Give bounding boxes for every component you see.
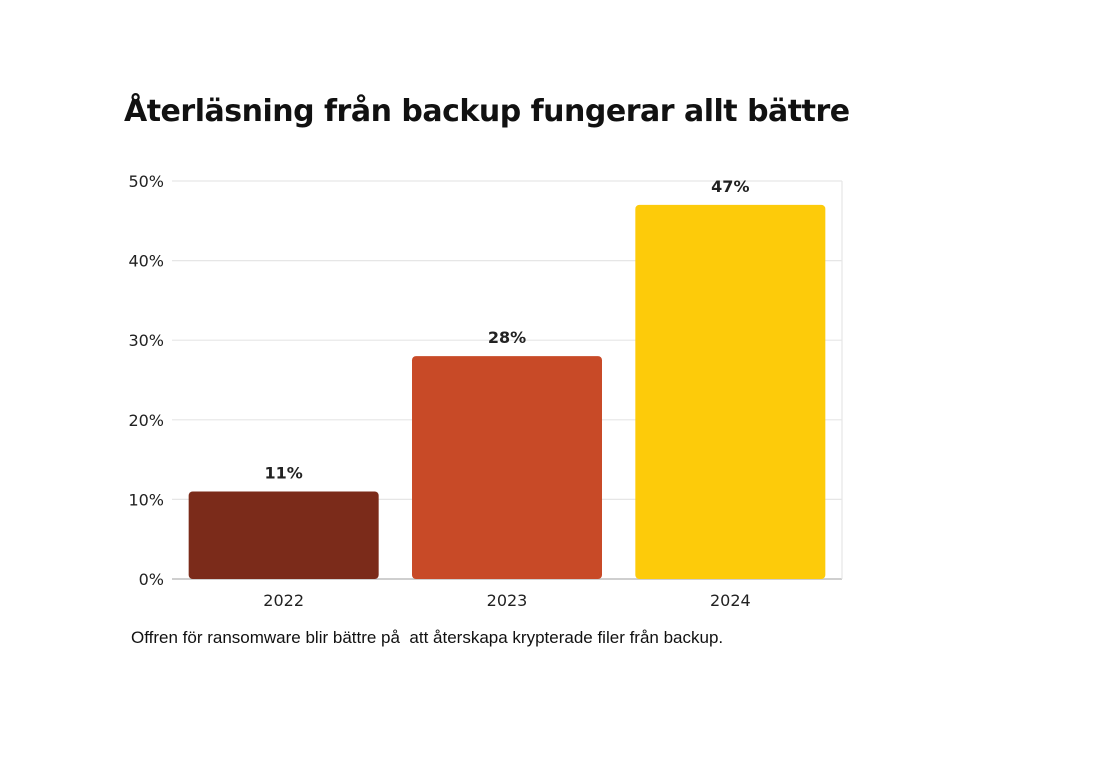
x-tick-label-2024: 2024 (710, 591, 751, 610)
y-tick-label: 0% (139, 570, 164, 589)
y-tick-label: 30% (128, 331, 164, 350)
chart-caption: Offren för ransomware blir bättre på att… (131, 628, 724, 647)
x-tick-label-2023: 2023 (487, 591, 528, 610)
data-label-2023: 28% (488, 328, 526, 347)
y-tick-label: 10% (128, 490, 164, 509)
y-tick-label: 50% (128, 172, 164, 191)
y-tick-label: 40% (128, 252, 164, 271)
chart-title: Återläsning från backup fungerar allt bä… (124, 94, 850, 129)
y-tick-label: 20% (128, 411, 164, 430)
bars (188, 204, 826, 579)
bar-2024 (635, 204, 826, 579)
bar-2023 (412, 356, 602, 579)
y-axis-ticks: 0% 10% 20% 30% 40% 50% (128, 172, 164, 589)
data-labels: 11% 28% 47% (265, 177, 750, 483)
data-label-2024: 47% (711, 177, 749, 196)
bar-2022 (188, 491, 379, 579)
x-tick-label-2022: 2022 (263, 591, 304, 610)
x-axis-ticks: 2022 2023 2024 (263, 591, 750, 610)
data-label-2022: 11% (265, 463, 303, 482)
